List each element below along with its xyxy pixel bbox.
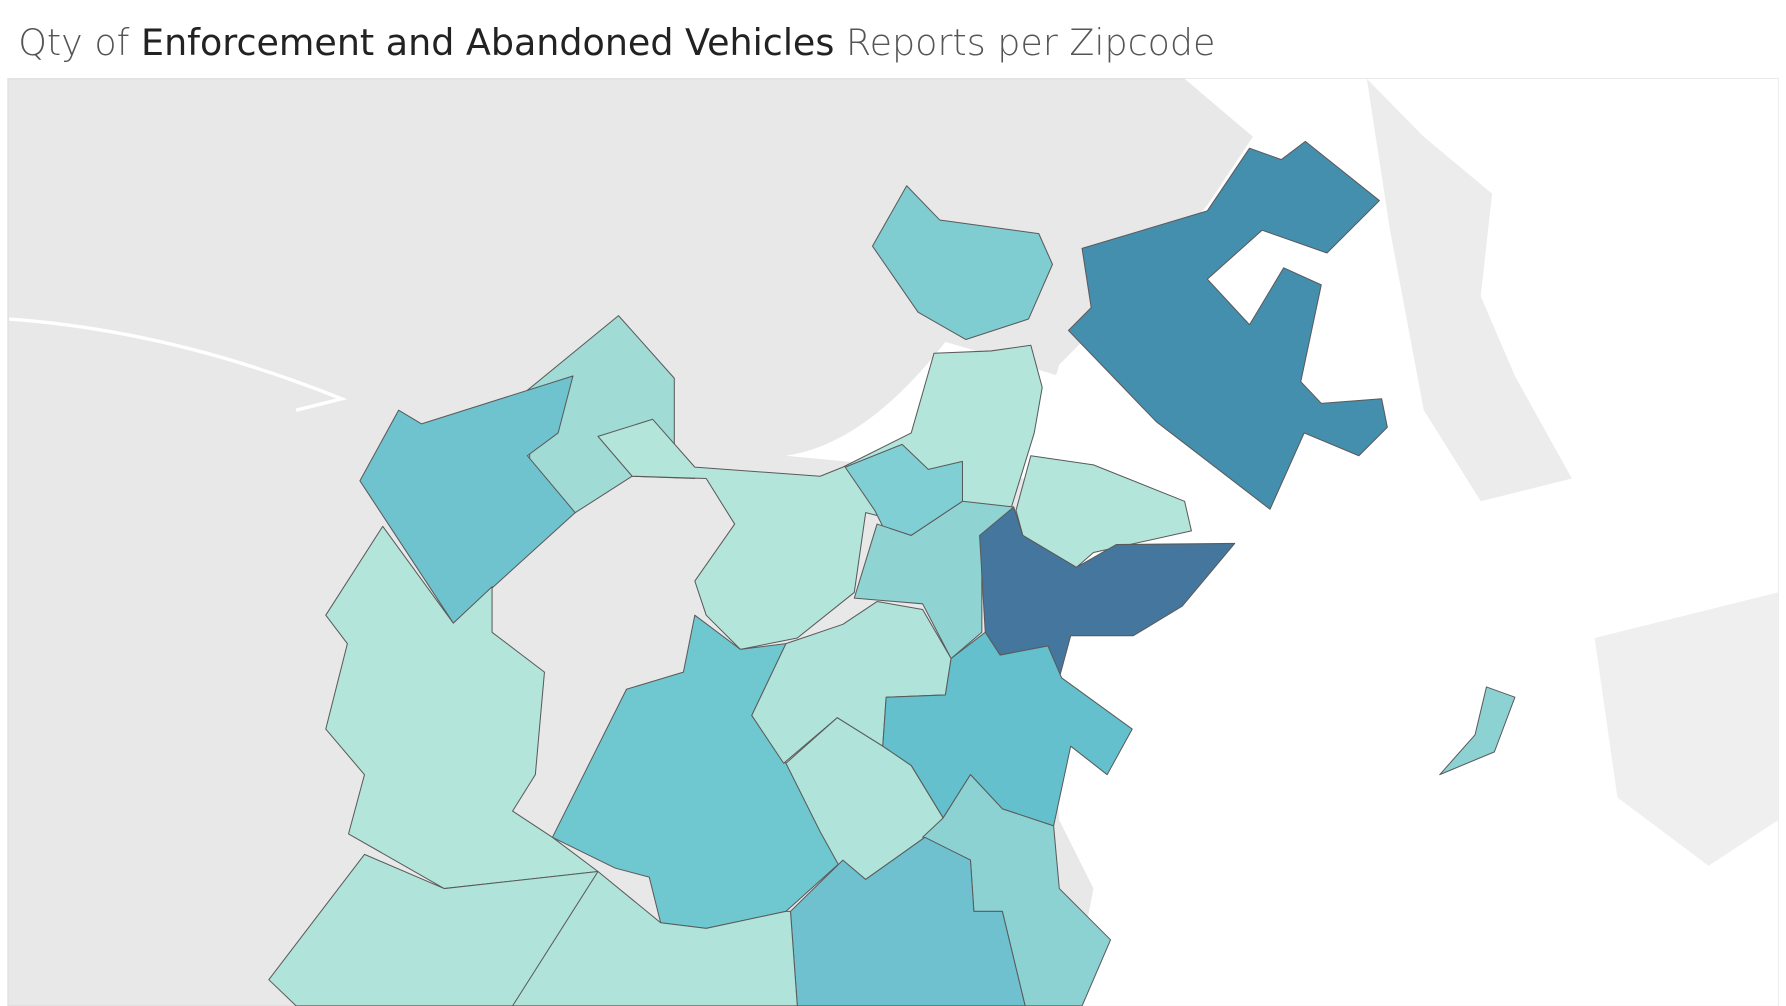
land [1594, 592, 1779, 866]
zipcode-area [871, 185, 1053, 341]
zipcode-area [1067, 140, 1388, 510]
title-highlight: Enforcement and Abandoned Vehicles [141, 21, 834, 64]
zipcode-area [1015, 455, 1192, 568]
title-suffix: Reports per Zipcode [834, 21, 1215, 64]
zipcodes [268, 140, 1516, 1006]
title: Qty of Enforcement and Abandoned Vehicle… [18, 21, 1215, 64]
river [8, 317, 348, 412]
land [1366, 78, 1572, 502]
title-prefix: Qty of [18, 21, 141, 64]
zipcode-area [853, 500, 1015, 659]
zipcode-area [325, 525, 599, 890]
zipcode-area [1439, 686, 1516, 776]
